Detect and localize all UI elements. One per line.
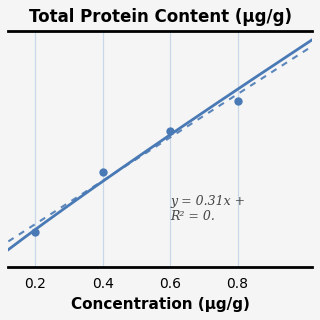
Text: y = 0.31x +
R² = 0.: y = 0.31x + R² = 0. (170, 196, 245, 223)
X-axis label: Concentration (μg/g): Concentration (μg/g) (71, 297, 249, 312)
Title: Total Protein Content (μg/g): Total Protein Content (μg/g) (28, 8, 292, 26)
